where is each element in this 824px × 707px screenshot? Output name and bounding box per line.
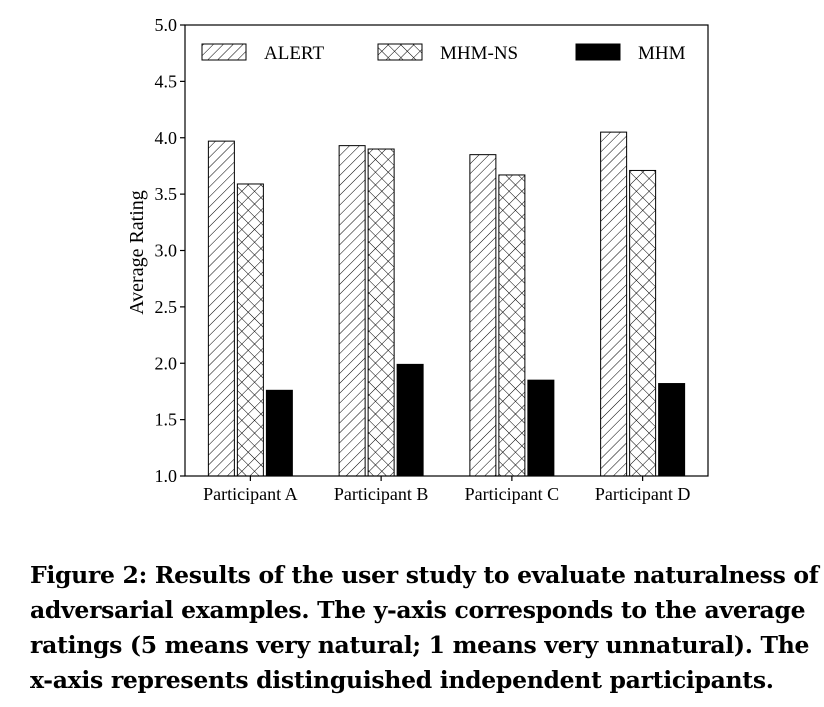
y-tick-label: 5.0: [155, 15, 178, 35]
y-tick-label: 3.5: [155, 184, 178, 204]
y-tick-label: 1.0: [155, 466, 178, 486]
y-tick-label: 2.0: [155, 353, 178, 373]
bar-mhm-ns-1: [236, 183, 264, 477]
x-tick-label: Participant B: [334, 484, 428, 504]
x-tick-label: Participant D: [595, 484, 690, 504]
legend-swatch-alert: [201, 43, 247, 61]
y-tick-label: 2.5: [155, 297, 178, 317]
plot-frame: [184, 24, 709, 477]
legend-swatch-mhm: [575, 43, 621, 61]
y-tick-label: 3.0: [155, 241, 178, 261]
y-tick-label: 4.5: [155, 71, 178, 91]
bar-mhm-ns-2: [367, 148, 395, 477]
legend-label: ALERT: [264, 43, 324, 64]
x-tick-label: Participant C: [465, 484, 559, 504]
bars-group: [207, 131, 686, 477]
bar-alert-2: [338, 145, 366, 477]
bar-mhm-1: [265, 389, 293, 477]
bar-mhm-ns-3: [498, 174, 526, 477]
y-tick-label: 1.5: [155, 410, 178, 430]
bar-mhm-4: [658, 383, 686, 477]
bar-mhm-2: [396, 363, 424, 477]
bar-alert-1: [207, 140, 235, 477]
legend-label: MHM: [638, 43, 686, 64]
bar-mhm-3: [527, 379, 555, 477]
figure-caption: Figure 2: Results of the user study to e…: [30, 561, 819, 694]
bar-alert-3: [469, 154, 497, 477]
legend: ALERT MHM-NS MHM: [201, 43, 686, 64]
bar-mhm-ns-4: [629, 169, 657, 477]
legend-swatch-mhm-ns: [377, 43, 423, 61]
bar-chart: 1.0 1.5 2.0 2.5 3.0 3.5 4.0 4.5 5.0 Participant …: [126, 15, 709, 504]
x-axis: Participant A Participant B Participant C P…: [203, 476, 690, 504]
bar-alert-4: [600, 131, 628, 477]
y-axis-label: Average Rating: [126, 190, 148, 315]
legend-label: MHM-NS: [440, 43, 518, 64]
y-axis: 1.0 1.5 2.0 2.5 3.0 3.5 4.0 4.5 5.0: [155, 15, 185, 486]
x-tick-label: Participant A: [203, 484, 297, 504]
y-tick-label: 4.0: [155, 128, 178, 148]
